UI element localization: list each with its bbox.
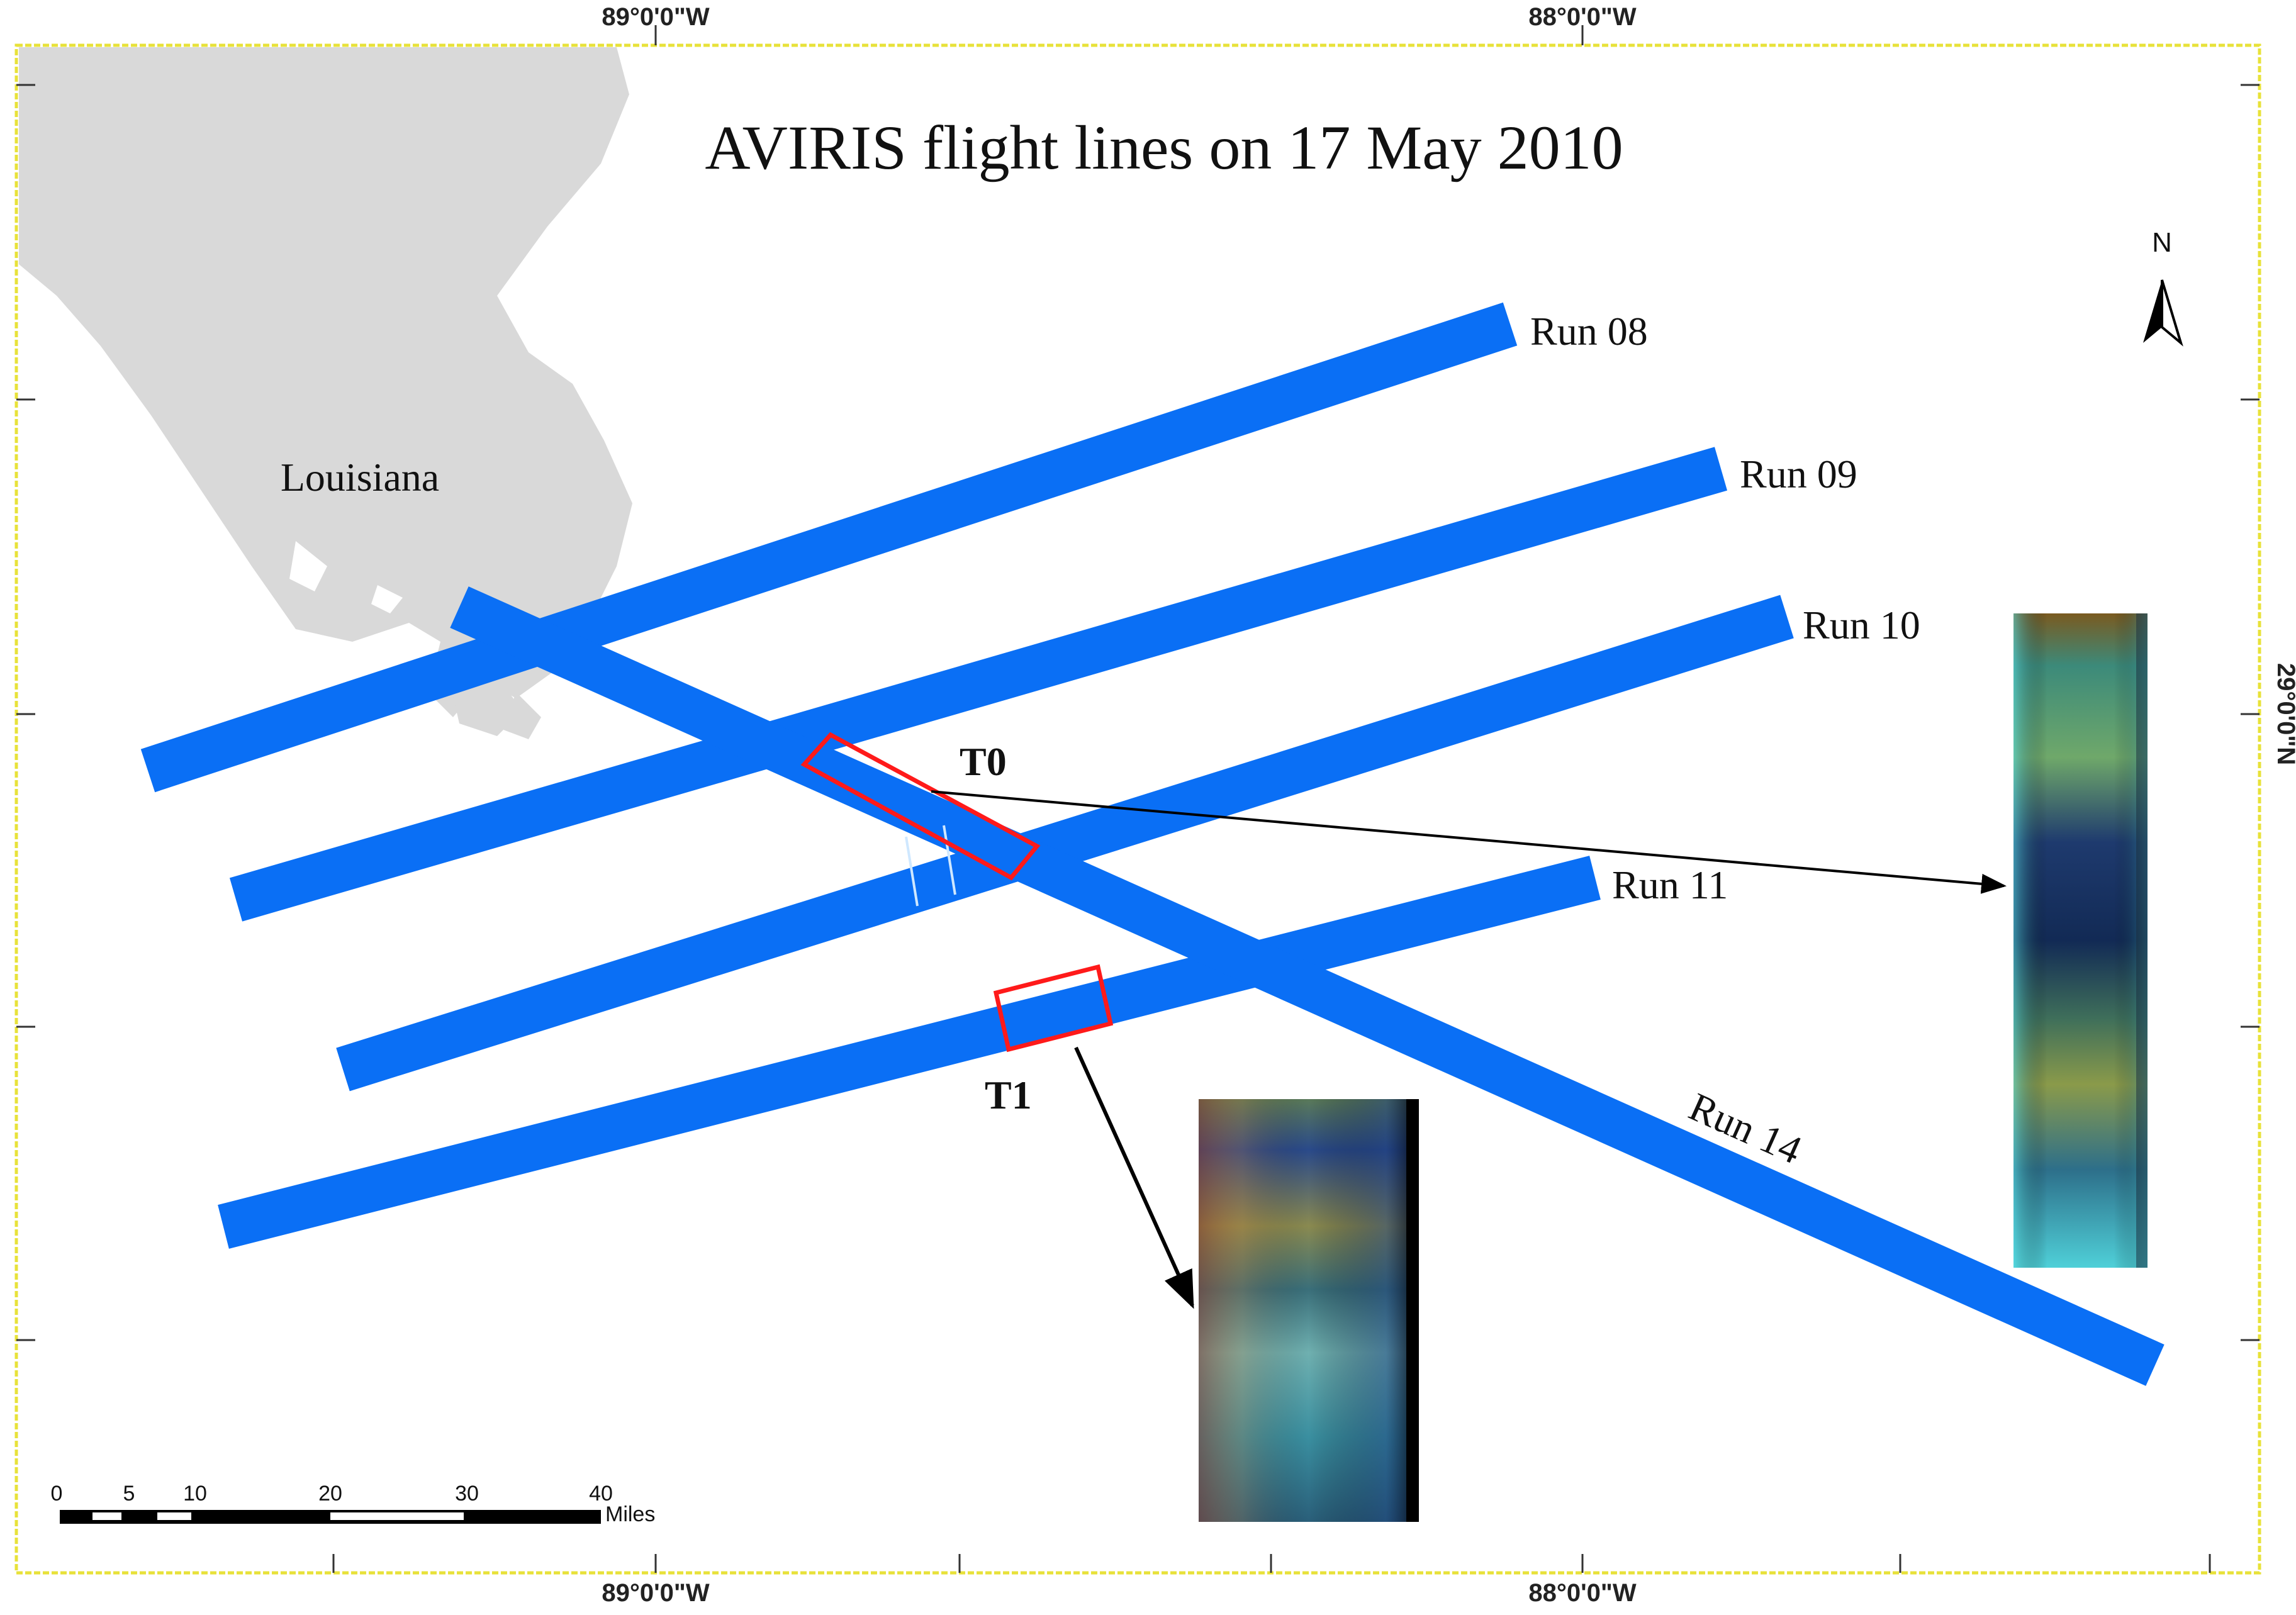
map-title: AVIRIS flight lines on 17 May 2010 xyxy=(705,113,1623,182)
label-t1: T1 xyxy=(985,1073,1032,1117)
inset-image-t1 xyxy=(1199,1099,1419,1522)
flight-line-run09 xyxy=(229,447,1728,922)
map-frame xyxy=(14,43,2261,1575)
scale-tick-40: 40 xyxy=(589,1482,613,1506)
label-t0: T0 xyxy=(960,739,1007,784)
subset-box-t1 xyxy=(993,964,1114,1053)
north-arrow-icon xyxy=(2143,279,2183,347)
arrow-t0 xyxy=(931,790,2007,894)
region-label-louisiana: Louisiana xyxy=(281,455,439,500)
flight-line-run11 xyxy=(218,856,1601,1249)
subset-box-t0 xyxy=(800,732,1041,881)
scale-unit: Miles xyxy=(605,1502,655,1526)
coord-right-side: 29°0'0"N xyxy=(2272,663,2296,765)
scale-tick-10: 10 xyxy=(183,1482,207,1506)
label-run11: Run 11 xyxy=(1612,863,1728,907)
coord-bottom-right: 88°0'0"W xyxy=(1528,1579,1636,1607)
flight-lines xyxy=(140,302,2164,1386)
coord-top-left: 89°0'0"W xyxy=(602,3,709,31)
arrow-t1 xyxy=(1074,1046,1194,1309)
scale-tick-20: 20 xyxy=(318,1482,342,1506)
label-run10: Run 10 xyxy=(1803,603,1920,647)
coord-top-right: 88°0'0"W xyxy=(1528,3,1636,31)
scale-tick-0: 0 xyxy=(51,1482,63,1506)
scale-tick-30: 30 xyxy=(455,1482,479,1506)
graticule-ticks xyxy=(16,25,2260,1573)
north-label: N xyxy=(2152,227,2172,258)
flight-line-run14 xyxy=(450,586,2164,1386)
run10-gap-marks xyxy=(905,825,956,907)
flight-line-run08 xyxy=(140,302,1518,793)
inset-image-t0 xyxy=(2013,613,2148,1268)
scale-bar: 0 5 10 20 30 40 Miles xyxy=(51,1482,656,1526)
label-run09: Run 09 xyxy=(1740,452,1857,496)
label-run08: Run 08 xyxy=(1530,309,1648,354)
scale-tick-5: 5 xyxy=(123,1482,135,1506)
flight-line-run10 xyxy=(336,595,1794,1092)
coord-bottom-left: 89°0'0"W xyxy=(602,1579,709,1607)
